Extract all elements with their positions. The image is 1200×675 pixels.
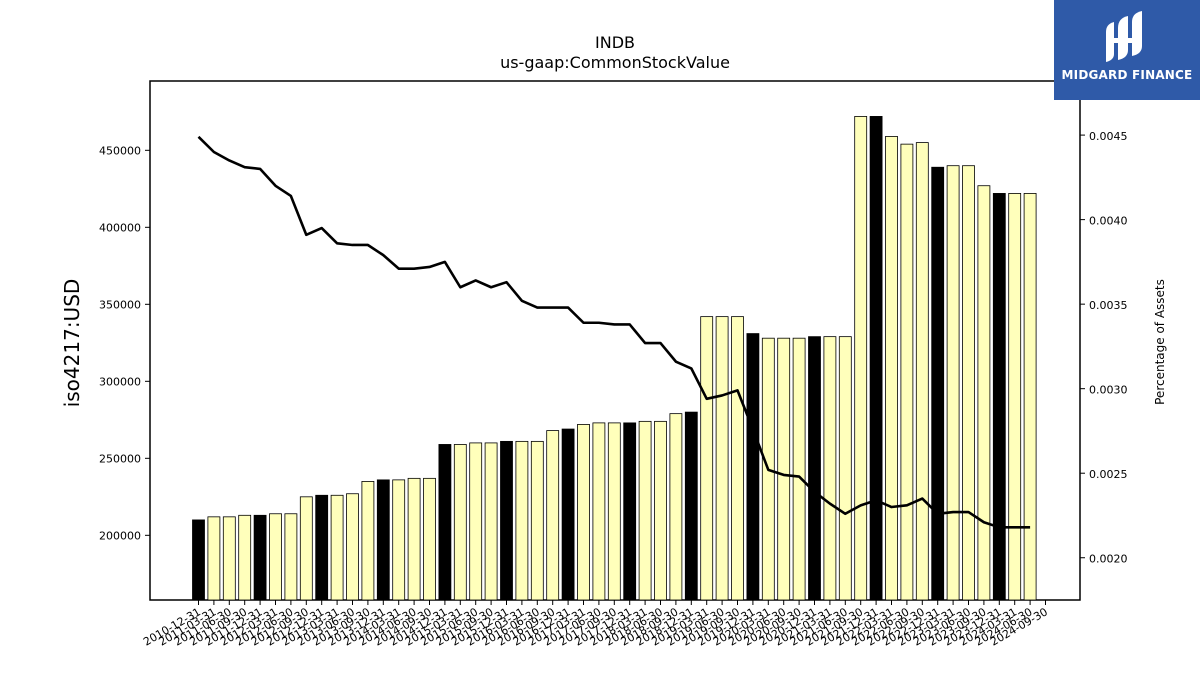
bar-2014-06-30 [407,477,421,601]
bar-2010-12-31 [192,519,205,601]
bar-2018-09-30 [669,413,683,601]
y-tick-label: 250000 [99,452,141,465]
bar-2023-12-31 [992,193,1006,601]
bar-2013-12-31 [376,479,390,601]
bar-2017-03-31 [577,424,590,601]
bar-2019-06-30 [715,316,729,601]
bar-2017-06-30 [592,422,606,601]
y-axis-left-ticks: 200000 250000 300000 350000 400000 450000 [99,144,150,542]
bar-2016-09-30 [546,430,560,601]
bar-2023-03-31 [946,165,960,601]
y2-tick-label: 0.0030 [1089,384,1128,397]
y-tick-label: 350000 [99,298,141,311]
bar-2021-03-31 [823,336,837,601]
bar-2022-12-31 [931,166,945,601]
bar-2018-03-31 [638,420,652,601]
y-tick-label: 400000 [99,221,141,234]
bar-2013-06-30 [346,493,359,601]
bar-2018-06-30 [654,420,667,601]
bar-2012-03-31 [269,513,282,601]
bar-2011-06-30 [222,516,236,601]
y-tick-label: 200000 [99,529,141,542]
y2-axis-label: Percentage of Assets [1153,279,1167,405]
y-axis-right-ticks: 0.0020 0.0025 0.0030 0.0035 0.0040 0.0045 [1080,130,1128,566]
line-layer [197,135,1031,529]
y2-tick-label: 0.0035 [1089,299,1128,312]
bar-2014-12-31 [438,444,452,601]
y-tick-label: 300000 [99,375,141,388]
bar-2015-06-30 [469,442,483,601]
bar-2022-09-30 [915,142,929,601]
bar-2021-09-30 [854,116,868,601]
chart-title: INDB [595,33,635,52]
bar-2015-12-31 [500,440,513,601]
bar-2014-09-30 [423,477,436,601]
y2-tick-label: 0.0040 [1089,215,1128,228]
y2-tick-label: 0.0025 [1089,468,1128,481]
bar-2013-09-30 [361,481,375,601]
bar-2014-03-31 [392,479,406,601]
bar-2024-03-31 [1008,193,1022,601]
bar-2011-09-30 [238,514,252,601]
logo-text: MIDGARD FINANCE [1061,68,1193,82]
bar-2017-12-31 [623,422,637,601]
bar-2018-12-31 [684,411,698,601]
bars-layer [192,116,1037,601]
bar-2023-09-30 [977,185,991,601]
bar-2012-12-31 [315,494,329,601]
bar-2021-06-30 [838,336,852,601]
chart-subtitle: us-gaap:CommonStockValue [500,53,730,72]
percentage-of-assets-line [197,135,1031,529]
bar-2012-09-30 [299,496,313,601]
bar-2015-03-31 [453,444,467,601]
bar-2011-12-31 [253,514,267,601]
bar-2019-09-30 [731,316,744,601]
bar-2023-06-30 [962,165,975,601]
bar-2016-03-31 [515,440,529,601]
bar-2016-12-31 [561,428,575,601]
brand-logo: MIDGARD FINANCE [1054,0,1200,100]
bar-2022-06-30 [900,143,914,601]
y-tick-label: 450000 [99,144,141,157]
bar-2024-06-30 [1023,193,1037,601]
bar-2012-06-30 [284,513,298,601]
bar-2016-06-30 [530,440,544,601]
y2-tick-label: 0.0020 [1089,553,1128,566]
bar-2019-12-31 [746,333,760,601]
y-axis-label: iso4217:USD [60,279,84,408]
bar-2015-09-30 [484,442,498,601]
bar-2020-12-31 [808,336,821,601]
bar-2019-03-31 [700,316,714,601]
bar-2020-06-30 [777,337,791,601]
bar-2021-12-31 [869,116,883,601]
bar-2013-03-31 [330,494,344,601]
bar-2020-09-30 [792,337,806,601]
bar-2017-09-30 [607,422,621,601]
bar-2022-03-31 [885,136,898,601]
bar-2011-03-31 [207,516,221,601]
midgard-logo-icon [1106,11,1142,62]
x-axis-ticks: 2010-12-312011-03-312011-06-302011-09-30… [141,600,1050,649]
y2-tick-label: 0.0045 [1089,130,1128,143]
